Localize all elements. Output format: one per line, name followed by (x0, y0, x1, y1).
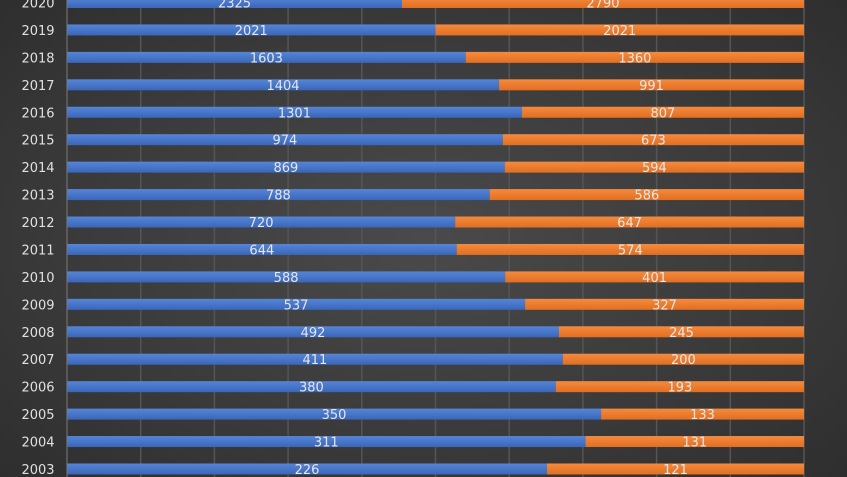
data-label: 327 (652, 298, 677, 313)
gridlines (139, 0, 805, 477)
bar-segment-1 (67, 353, 563, 365)
bar-segment-1 (67, 326, 559, 338)
bar-segment-2 (547, 463, 804, 475)
bar-segment-2 (505, 271, 804, 283)
data-label: 131 (682, 436, 707, 451)
data-label: 673 (641, 134, 666, 149)
data-label: 245 (669, 326, 694, 341)
bar-segment-1 (67, 134, 503, 146)
bar-segment-1 (67, 51, 466, 63)
data-label: 380 (299, 381, 324, 396)
bar-segment-2 (499, 79, 804, 91)
y-tick-label: 2003 (21, 463, 54, 477)
bars (67, 0, 804, 475)
data-label: 1301 (278, 106, 311, 121)
bar-segment-1 (67, 189, 490, 201)
bar-segment-2 (525, 298, 804, 310)
labels: 2020 2325 2790 2019 2021 2021 2018 1603 1360 2017… (21, 0, 714, 477)
bar-segment-1 (67, 408, 602, 420)
data-label: 788 (266, 189, 291, 204)
data-label: 594 (642, 161, 667, 176)
data-label: 1404 (266, 79, 299, 94)
bar-segment-2 (455, 216, 804, 228)
y-tick-label: 2018 (21, 51, 54, 66)
y-tick-label: 2012 (21, 216, 54, 231)
bar-segment-2 (489, 189, 804, 201)
data-label: 991 (639, 79, 664, 94)
data-label: 411 (302, 353, 327, 368)
y-tick-label: 2019 (21, 24, 54, 39)
bar-segment-1 (67, 271, 506, 283)
bar-segment-1 (67, 381, 556, 393)
data-label: 647 (617, 216, 642, 231)
data-label: 1603 (250, 51, 283, 66)
y-tick-label: 2011 (21, 243, 54, 258)
bar-segment-1 (67, 106, 522, 118)
y-tick-label: 2010 (21, 271, 54, 286)
bar-segment-2 (555, 381, 804, 393)
data-label: 226 (295, 463, 320, 477)
data-label: 720 (249, 216, 274, 231)
data-label: 537 (284, 298, 309, 313)
bar-segment-2 (585, 436, 804, 448)
bar-segment-2 (601, 408, 804, 420)
bar-segment-1 (67, 216, 456, 228)
bar-segment-2 (504, 161, 804, 173)
bar-segment-1 (67, 161, 505, 173)
data-label: 193 (667, 381, 692, 396)
bar-segment-2 (435, 24, 804, 36)
data-label: 133 (690, 408, 715, 423)
bar-segment-2 (559, 326, 804, 338)
y-tick-label: 2013 (21, 189, 54, 204)
data-label: 974 (273, 134, 298, 149)
data-label: 401 (642, 271, 667, 286)
y-tick-label: 2008 (21, 326, 54, 341)
y-tick-label: 2016 (21, 106, 54, 121)
bar-segment-2 (456, 243, 804, 255)
y-tick-label: 2015 (21, 134, 54, 149)
bar-segment-1 (67, 463, 548, 475)
data-label: 121 (663, 463, 688, 477)
bar-segment-1 (67, 0, 402, 8)
bar-segment-1 (67, 24, 436, 36)
bar-segment-1 (67, 243, 457, 255)
data-label: 492 (301, 326, 326, 341)
data-label: 350 (322, 408, 347, 423)
y-tick-label: 2020 (21, 0, 54, 12)
data-label: 586 (634, 189, 659, 204)
y-tick-label: 2017 (21, 79, 54, 94)
data-label: 2325 (218, 0, 251, 12)
data-label: 869 (273, 161, 298, 176)
data-label: 200 (671, 353, 696, 368)
data-label: 311 (314, 436, 339, 451)
y-tick-label: 2006 (21, 381, 54, 396)
bar-segment-1 (67, 436, 586, 448)
data-label: 588 (274, 271, 299, 286)
data-label: 1360 (618, 51, 651, 66)
bar-segment-2 (402, 0, 804, 8)
y-tick-label: 2004 (21, 436, 54, 451)
bar-segment-2 (521, 106, 804, 118)
bar-segment-2 (502, 134, 804, 146)
data-label: 2021 (235, 24, 268, 39)
y-tick-label: 2009 (21, 298, 54, 313)
bar-segment-1 (67, 298, 526, 310)
data-label: 2790 (586, 0, 619, 12)
data-label: 807 (651, 106, 676, 121)
data-label: 644 (249, 243, 274, 258)
bar-segment-1 (67, 79, 500, 91)
bar-segment-2 (465, 51, 804, 63)
y-tick-label: 2007 (21, 353, 54, 368)
data-label: 574 (618, 243, 643, 258)
y-tick-label: 2005 (21, 408, 54, 423)
bar-segment-2 (562, 353, 804, 365)
data-label: 2021 (603, 24, 636, 39)
y-tick-label: 2014 (21, 161, 54, 176)
